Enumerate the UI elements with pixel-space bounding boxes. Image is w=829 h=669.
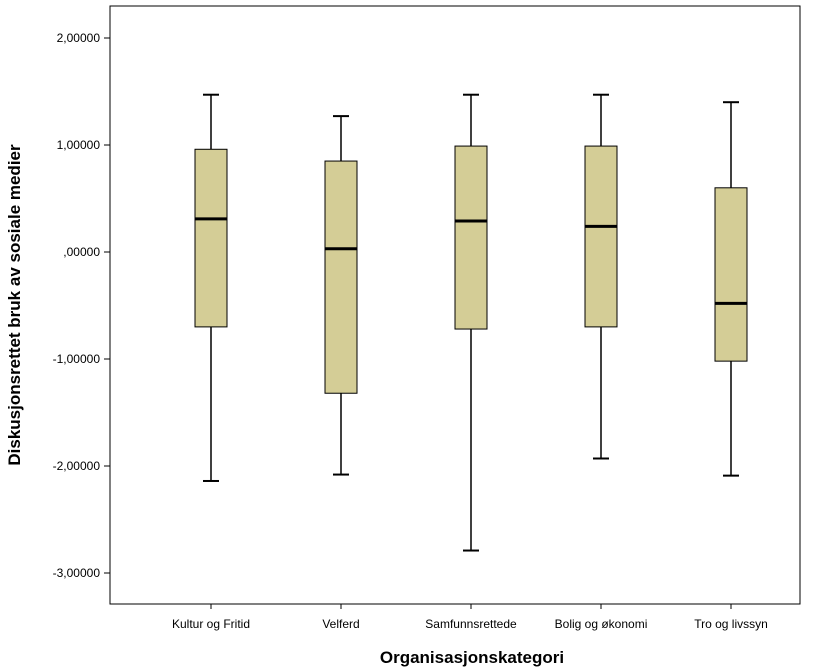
y-tick-label: ,00000 — [63, 245, 100, 259]
x-tick-label: Velferd — [322, 617, 359, 631]
y-tick-label: -1,00000 — [53, 352, 101, 366]
box-series — [194, 93, 748, 552]
iqr-box — [714, 187, 748, 362]
box-group — [454, 93, 488, 552]
iqr-box — [454, 145, 488, 330]
box-group — [714, 101, 748, 477]
x-axis: Kultur og Fritid Velferd Samfunnsrettede Bo… — [172, 604, 768, 631]
y-tick-label: -3,00000 — [53, 566, 101, 580]
iqr-box — [324, 160, 358, 394]
box-group — [194, 93, 228, 482]
box-group — [584, 93, 618, 460]
y-tick-label: 1,00000 — [57, 138, 101, 152]
x-tick-label: Samfunnsrettede — [425, 617, 517, 631]
x-axis-title: Organisasjonskategori — [380, 648, 564, 667]
x-tick-label: Kultur og Fritid — [172, 617, 250, 631]
y-axis: 2,00000 1,00000 ,00000 -1,00000 -2,00000 -3,0… — [53, 31, 110, 580]
iqr-box — [584, 145, 618, 328]
y-tick-label: 2,00000 — [57, 31, 101, 45]
iqr-box — [194, 148, 228, 328]
box-group — [324, 115, 358, 476]
y-axis-title: Diskusjonsrettet bruk av sosiale medier — [5, 144, 24, 466]
x-tick-label: Bolig og økonomi — [555, 617, 648, 631]
x-tick-label: Tro og livssyn — [694, 617, 768, 631]
y-tick-label: -2,00000 — [53, 459, 101, 473]
